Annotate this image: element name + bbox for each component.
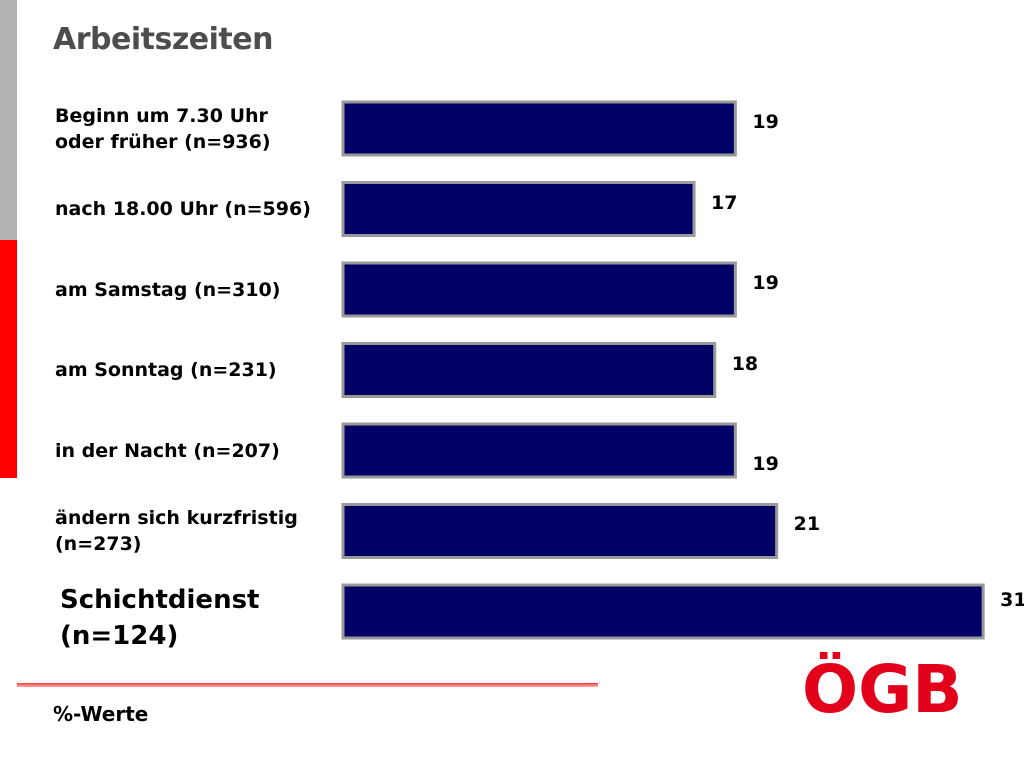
divider-line [17, 683, 598, 687]
category-label-5: ändern sich kurzfristig (n=273) [55, 507, 298, 555]
logo-wordmark: ÖGB [802, 652, 963, 722]
category-label-6: Schichtdienst (n=124) [60, 584, 260, 651]
bar-1 [341, 181, 696, 237]
bar-6 [341, 583, 985, 640]
bar-5 [341, 503, 779, 559]
value-label-3: 18 [731, 353, 759, 375]
value-label-4: 19 [752, 452, 779, 475]
category-label-3: am Sonntag (n=231) [55, 359, 277, 381]
category-label-4: in der Nacht (n=207) [55, 439, 280, 462]
category-label-1: nach 18.00 Uhr (n=596) [55, 198, 311, 220]
category-label-2: am Samstag (n=310) [55, 278, 281, 301]
bar-0 [341, 100, 737, 157]
value-label-1: 17 [711, 192, 738, 214]
accent-bar-red [0, 240, 17, 478]
value-label-2: 19 [752, 271, 779, 294]
value-label-0: 19 [752, 110, 779, 133]
bar-3 [341, 342, 717, 398]
value-label-6: 31 [1000, 588, 1024, 611]
category-label-0: Beginn um 7.30 Uhr oder früher (n=936) [55, 104, 271, 153]
bar-2 [341, 261, 737, 318]
footnote: %-Werte [53, 702, 149, 726]
page-title: Arbeitszeiten [53, 22, 273, 57]
oegb-logo: ÖGB [802, 652, 963, 722]
value-label-5: 21 [793, 513, 821, 535]
bar-4 [341, 422, 737, 479]
accent-bar-gray [0, 0, 17, 240]
